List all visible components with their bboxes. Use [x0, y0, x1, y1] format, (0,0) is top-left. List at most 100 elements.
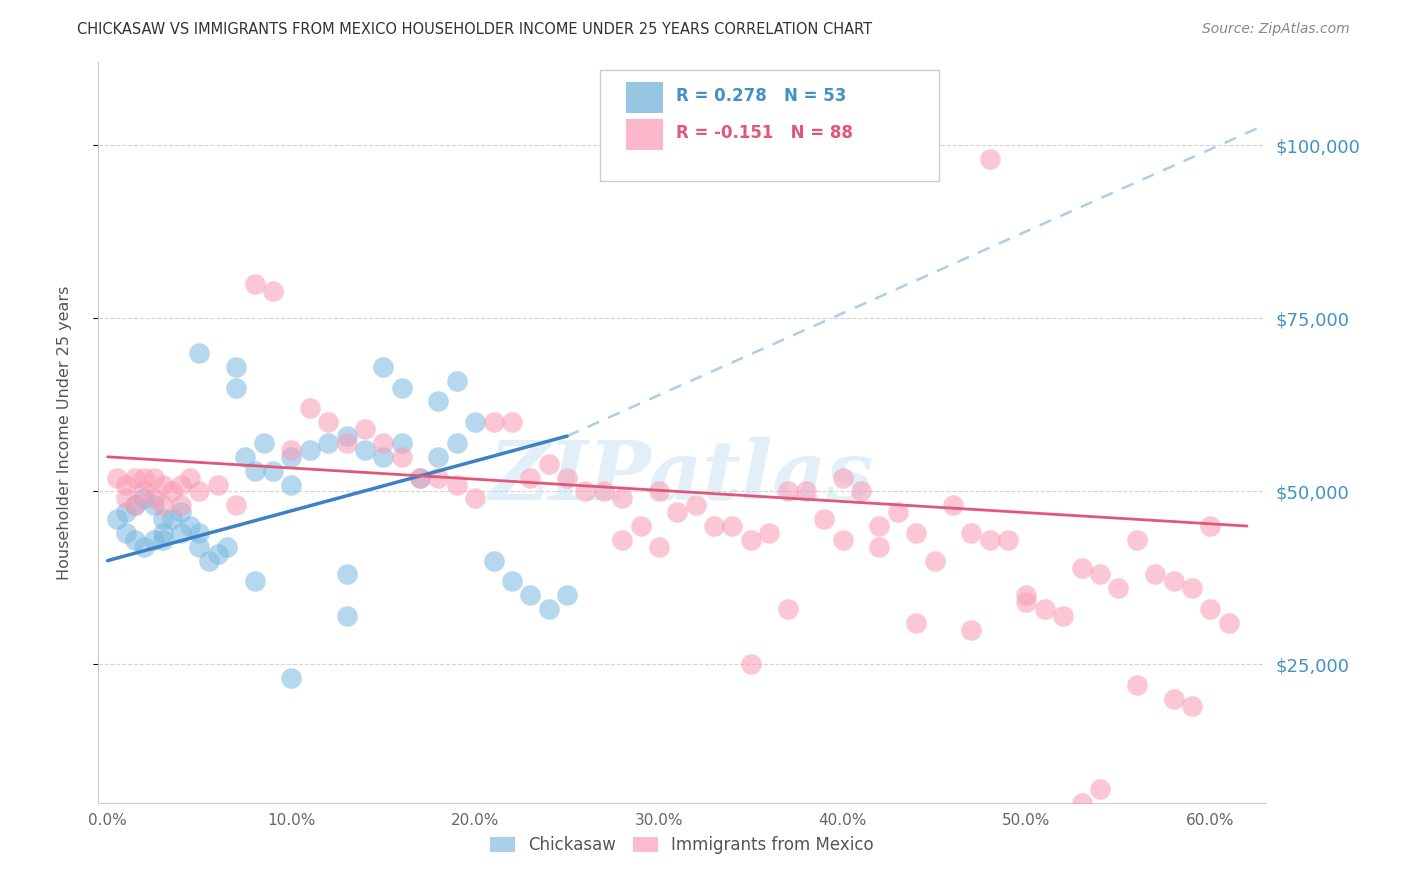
Point — [501, 415, 523, 429]
Point — [519, 470, 541, 484]
Point — [170, 505, 193, 519]
Point — [979, 533, 1001, 547]
Point — [170, 525, 193, 540]
Point — [124, 470, 146, 484]
Point — [152, 477, 174, 491]
Point — [373, 450, 395, 464]
Text: Source: ZipAtlas.com: Source: ZipAtlas.com — [1202, 22, 1350, 37]
Point — [134, 491, 156, 506]
Point — [997, 533, 1019, 547]
Point — [427, 394, 450, 409]
Point — [1218, 615, 1240, 630]
Point — [979, 153, 1001, 167]
Point — [115, 525, 138, 540]
Point — [1033, 602, 1056, 616]
Point — [115, 491, 138, 506]
Point — [197, 554, 219, 568]
Point — [316, 436, 339, 450]
Point — [1163, 574, 1185, 589]
Point — [960, 525, 983, 540]
Point — [1052, 609, 1074, 624]
Point — [1070, 796, 1092, 810]
Point — [831, 470, 853, 484]
Point — [298, 401, 321, 416]
Point — [813, 512, 835, 526]
Point — [188, 484, 211, 499]
Point — [373, 359, 395, 374]
Point — [849, 484, 872, 499]
Point — [1015, 588, 1038, 602]
FancyBboxPatch shape — [600, 70, 939, 181]
Point — [905, 615, 928, 630]
Point — [160, 484, 183, 499]
Point — [960, 623, 983, 637]
Point — [134, 470, 156, 484]
Point — [924, 554, 946, 568]
Point — [740, 657, 762, 672]
Point — [740, 533, 762, 547]
Point — [373, 436, 395, 450]
Y-axis label: Householder Income Under 25 years: Householder Income Under 25 years — [58, 285, 72, 580]
Point — [225, 498, 247, 512]
Point — [537, 602, 560, 616]
Point — [115, 477, 138, 491]
Point — [794, 484, 817, 499]
Point — [391, 450, 413, 464]
Point — [592, 484, 614, 499]
Point — [574, 484, 596, 499]
Point — [721, 519, 744, 533]
Point — [501, 574, 523, 589]
Point — [188, 540, 211, 554]
Point — [160, 512, 183, 526]
Point — [1163, 692, 1185, 706]
Point — [555, 470, 578, 484]
Point — [776, 602, 799, 616]
Point — [758, 525, 780, 540]
Point — [134, 540, 156, 554]
Point — [134, 484, 156, 499]
Point — [446, 477, 468, 491]
Point — [1070, 560, 1092, 574]
Point — [519, 588, 541, 602]
Point — [427, 470, 450, 484]
Point — [225, 381, 247, 395]
Point — [188, 346, 211, 360]
Point — [280, 450, 302, 464]
Point — [188, 525, 211, 540]
Point — [243, 574, 266, 589]
Point — [427, 450, 450, 464]
Point — [298, 442, 321, 457]
Point — [537, 457, 560, 471]
Point — [235, 450, 257, 464]
Point — [124, 498, 146, 512]
Point — [335, 609, 357, 624]
Point — [905, 525, 928, 540]
Point — [152, 525, 174, 540]
Point — [666, 505, 689, 519]
Point — [124, 498, 146, 512]
Text: ZIPatlas: ZIPatlas — [489, 437, 875, 517]
Point — [243, 464, 266, 478]
Point — [152, 498, 174, 512]
Point — [409, 470, 432, 484]
Legend: Chickasaw, Immigrants from Mexico: Chickasaw, Immigrants from Mexico — [484, 830, 880, 861]
Point — [152, 512, 174, 526]
Point — [482, 415, 505, 429]
Point — [1144, 567, 1167, 582]
Bar — [626, 119, 664, 150]
Point — [648, 484, 671, 499]
Point — [776, 484, 799, 499]
Point — [703, 519, 725, 533]
Point — [391, 381, 413, 395]
Point — [335, 436, 357, 450]
Point — [464, 491, 486, 506]
Point — [555, 588, 578, 602]
Point — [887, 505, 910, 519]
Point — [391, 436, 413, 450]
Point — [179, 519, 201, 533]
Point — [685, 498, 707, 512]
Point — [105, 470, 128, 484]
Text: R = 0.278   N = 53: R = 0.278 N = 53 — [676, 87, 846, 104]
Point — [262, 464, 284, 478]
Point — [170, 498, 193, 512]
